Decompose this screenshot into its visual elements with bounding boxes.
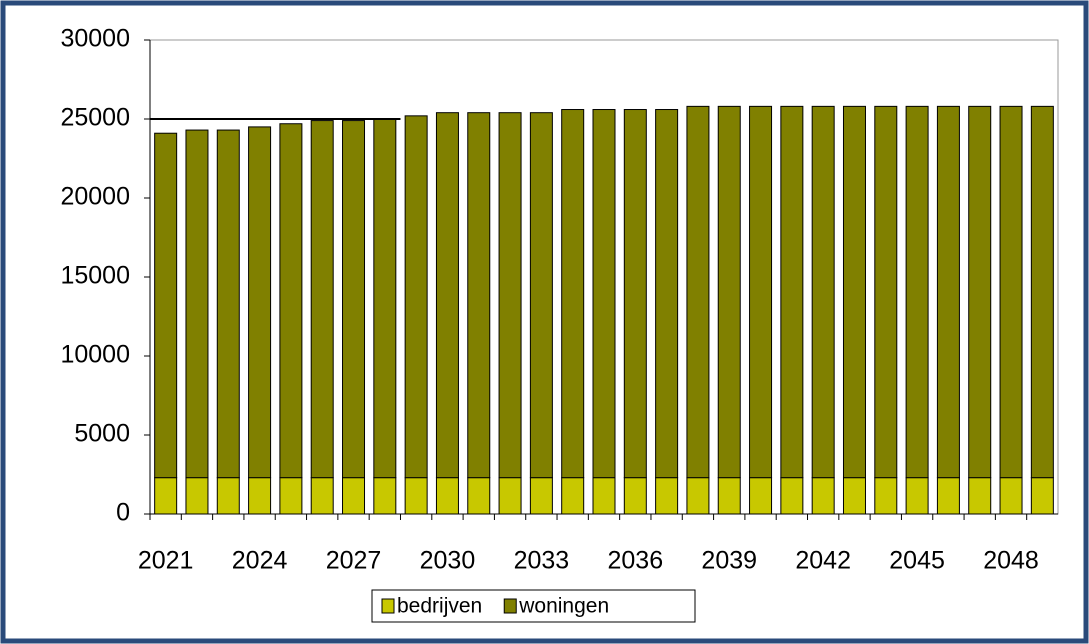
y-tick-label: 25000 (60, 104, 130, 132)
bar-segment (498, 112, 522, 479)
bar-segment (623, 477, 647, 515)
legend-swatch (503, 598, 517, 614)
bar-segment (780, 477, 804, 515)
bar-segment (749, 477, 773, 515)
bar-segment (404, 477, 428, 515)
bar-segment (435, 112, 459, 479)
x-tick-label: 2021 (138, 547, 194, 575)
bar-segment (780, 105, 804, 479)
bar-segment (592, 109, 616, 479)
bar-segment (154, 477, 178, 515)
bar-segment (999, 477, 1023, 515)
bar-segment (373, 118, 397, 479)
bar-segment (874, 105, 898, 479)
bar-segment (342, 120, 366, 479)
bar-segment (467, 112, 491, 479)
bar-segment (279, 123, 303, 479)
bar-segment (686, 105, 710, 479)
bar-segment (592, 477, 616, 515)
x-tick-label: 2033 (514, 547, 570, 575)
bar-segment (248, 126, 272, 479)
y-tick-label: 10000 (60, 341, 130, 369)
bar-segment (529, 112, 553, 479)
legend-label: bedrijven (397, 595, 482, 618)
x-tick-label: 2048 (983, 547, 1039, 575)
y-tick-label: 5000 (74, 420, 130, 448)
bar-segment (842, 105, 866, 479)
bar-segment (310, 477, 334, 515)
bar-segment (655, 477, 679, 515)
legend-swatch (381, 598, 395, 614)
bar-segment (686, 477, 710, 515)
bar-segment (623, 109, 647, 479)
y-tick-label: 20000 (60, 183, 130, 211)
bar-segment (1030, 477, 1054, 515)
bar-segment (185, 477, 209, 515)
bar-segment (749, 105, 773, 479)
x-tick-label: 2039 (701, 547, 757, 575)
bar-segment (342, 477, 366, 515)
bar-segment (874, 477, 898, 515)
bar-segment (373, 477, 397, 515)
bar-segment (279, 477, 303, 515)
bar-segment (529, 477, 553, 515)
bar-segment (216, 477, 240, 515)
y-tick-label: 0 (116, 499, 130, 527)
x-tick-label: 2042 (795, 547, 851, 575)
bar-segment (467, 477, 491, 515)
y-tick-label: 30000 (60, 25, 130, 53)
legend-label: woningen (518, 595, 609, 618)
bar-segment (717, 105, 741, 479)
bar-segment (404, 115, 428, 479)
bar-segment (968, 477, 992, 515)
bar-segment (185, 129, 209, 479)
bar-segment (561, 477, 585, 515)
x-tick-label: 2045 (889, 547, 945, 575)
bar-segment (1030, 105, 1054, 479)
bar-segment (905, 477, 929, 515)
legend-box (371, 589, 696, 623)
bar-segment (811, 105, 835, 479)
x-tick-label: 2027 (326, 547, 382, 575)
bar-segment (154, 132, 178, 479)
bar-segment (842, 477, 866, 515)
bar-segment (936, 477, 960, 515)
bar-segment (655, 109, 679, 479)
bar-segment (216, 129, 240, 479)
bar-segment (936, 105, 960, 479)
bar-segment (310, 120, 334, 479)
bar-segment (968, 105, 992, 479)
y-tick-label: 15000 (60, 262, 130, 290)
bar-segment (561, 109, 585, 479)
x-tick-label: 2024 (232, 547, 288, 575)
x-tick-label: 2030 (420, 547, 476, 575)
bar-segment (717, 477, 741, 515)
bar-segment (811, 477, 835, 515)
bar-segment (905, 105, 929, 479)
x-tick-label: 2036 (607, 547, 663, 575)
bar-segment (248, 477, 272, 515)
bar-segment (435, 477, 459, 515)
bar-segment (498, 477, 522, 515)
bar-segment (999, 105, 1023, 479)
